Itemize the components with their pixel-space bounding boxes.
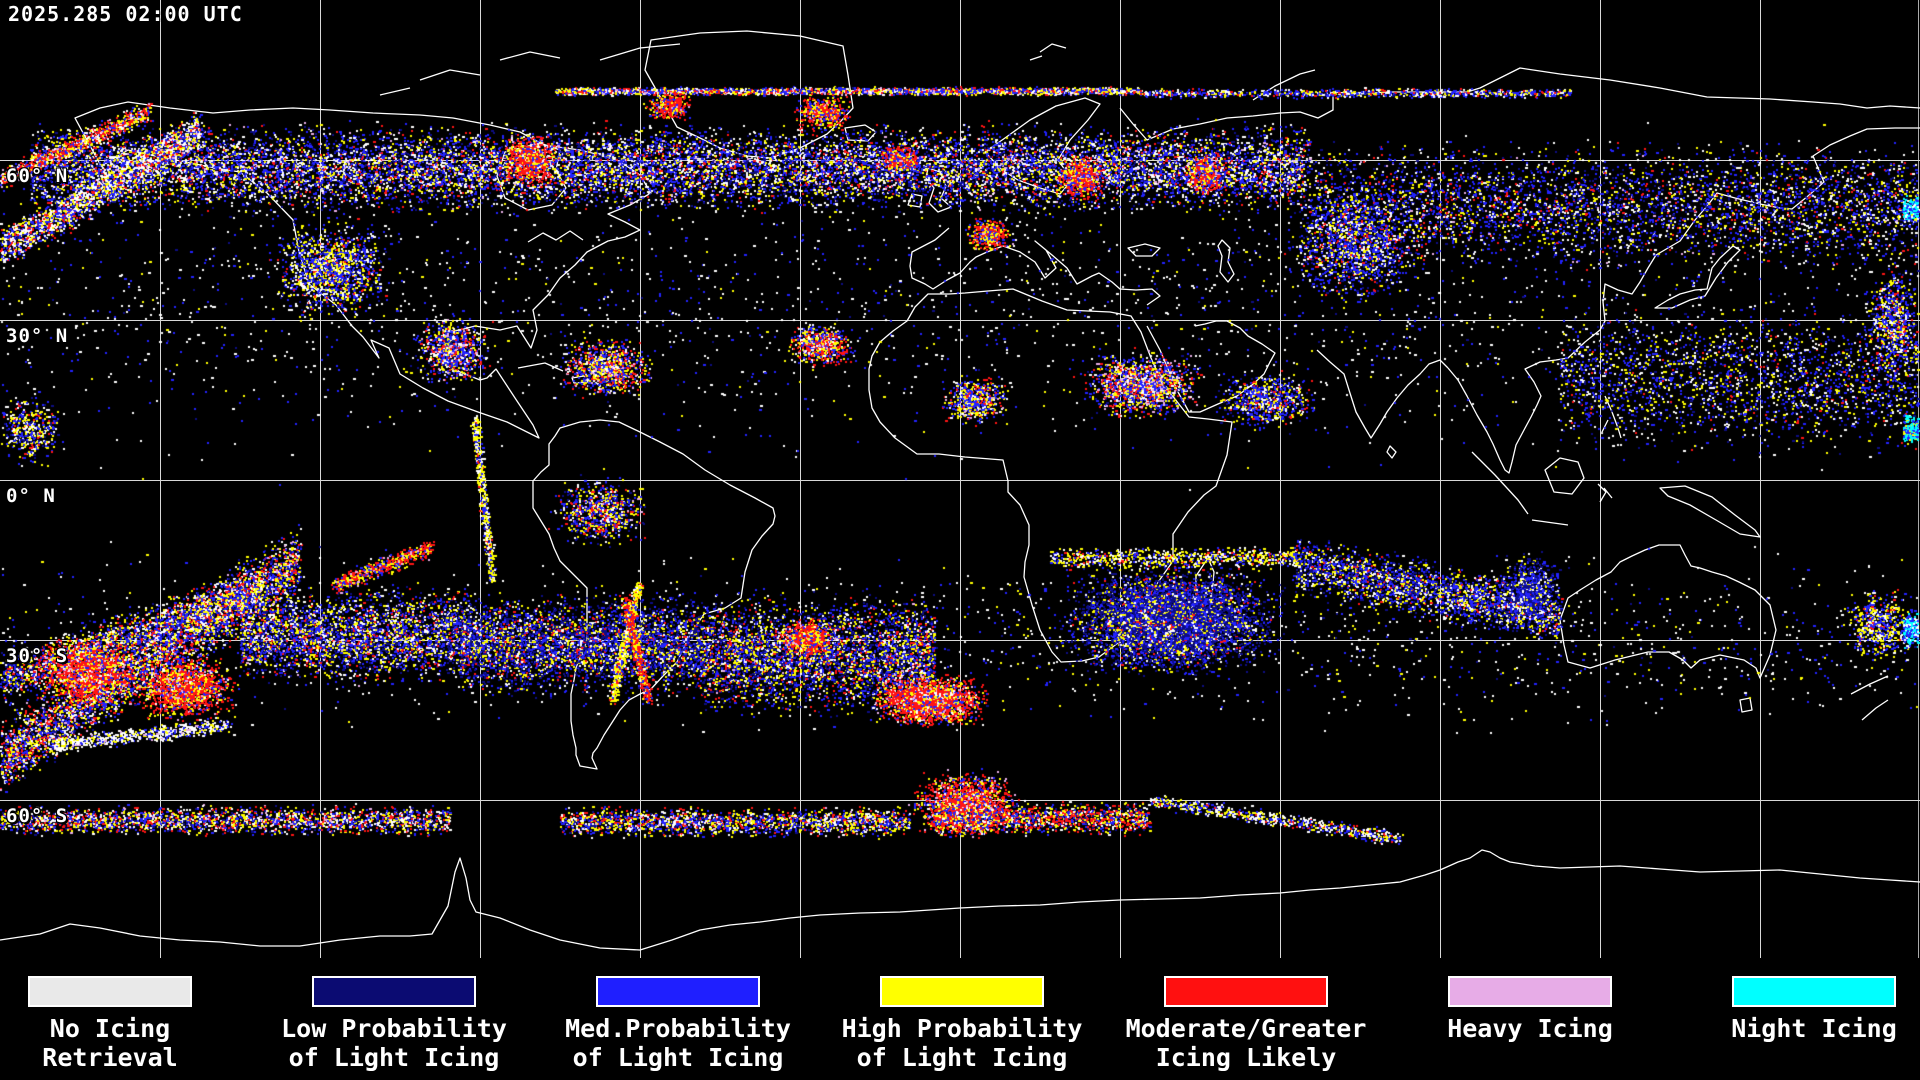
legend-item-high-probability: High Probability of Light Icing	[812, 976, 1112, 1072]
latitude-label: 30° N	[6, 325, 69, 347]
legend-label-line: Retrieval	[42, 1043, 178, 1072]
legend-item-moderate-greater: Moderate/Greater Icing Likely	[1096, 976, 1396, 1072]
legend-label-line: of Light Icing	[288, 1043, 500, 1072]
legend-label: Night Icing	[1664, 1014, 1920, 1043]
legend-label-line: Low Probability	[281, 1014, 507, 1043]
legend-swatch-night-icing	[1732, 976, 1896, 1007]
legend-label: Low Probability of Light Icing	[244, 1014, 544, 1072]
latitude-label: 60° N	[6, 165, 69, 187]
legend-swatch-heavy-icing	[1448, 976, 1612, 1007]
legend-label: Med.Probability of Light Icing	[528, 1014, 828, 1072]
latitude-label: 60° S	[6, 805, 69, 827]
legend-label-line: Heavy Icing	[1447, 1014, 1613, 1043]
legend-bar: No Icing Retrieval Low Probability of Light…	[0, 958, 1920, 1080]
legend-label: Moderate/Greater Icing Likely	[1096, 1014, 1396, 1072]
legend-label-line: of Light Icing	[572, 1043, 784, 1072]
latitude-label: 0° N	[6, 485, 56, 507]
legend-swatch-moderate-greater	[1164, 976, 1328, 1007]
legend-item-night-icing: Night Icing	[1664, 976, 1920, 1043]
legend-swatch-no-icing-retrieval	[28, 976, 192, 1007]
legend-label-line: No Icing	[49, 1014, 171, 1043]
latitude-label: 30° S	[6, 645, 69, 667]
legend-swatch-med-probability	[596, 976, 760, 1007]
legend-label-line: Night Icing	[1731, 1014, 1897, 1043]
legend-label: No Icing Retrieval	[0, 1014, 260, 1072]
legend-item-heavy-icing: Heavy Icing	[1380, 976, 1680, 1043]
legend-label-line: Moderate/Greater	[1125, 1014, 1367, 1043]
legend-swatch-low-probability	[312, 976, 476, 1007]
world-icing-map: 2025.285 02:00 UTC 60° N 30° N 0° N 30° S 60…	[0, 0, 1920, 958]
legend-label-line: of Light Icing	[856, 1043, 1068, 1072]
legend-label-line: Med.Probability	[565, 1014, 791, 1043]
legend-label: High Probability of Light Icing	[812, 1014, 1112, 1072]
icing-data-layer	[0, 0, 1920, 958]
legend-label-line: High Probability	[841, 1014, 1083, 1043]
legend-label-line: Icing Likely	[1155, 1043, 1337, 1072]
timestamp-label: 2025.285 02:00 UTC	[8, 2, 243, 26]
legend-swatch-high-probability	[880, 976, 1044, 1007]
legend-item-med-probability: Med.Probability of Light Icing	[528, 976, 828, 1072]
legend-label: Heavy Icing	[1380, 1014, 1680, 1043]
legend-item-no-icing-retrieval: No Icing Retrieval	[0, 976, 260, 1072]
legend-item-low-probability: Low Probability of Light Icing	[244, 976, 544, 1072]
